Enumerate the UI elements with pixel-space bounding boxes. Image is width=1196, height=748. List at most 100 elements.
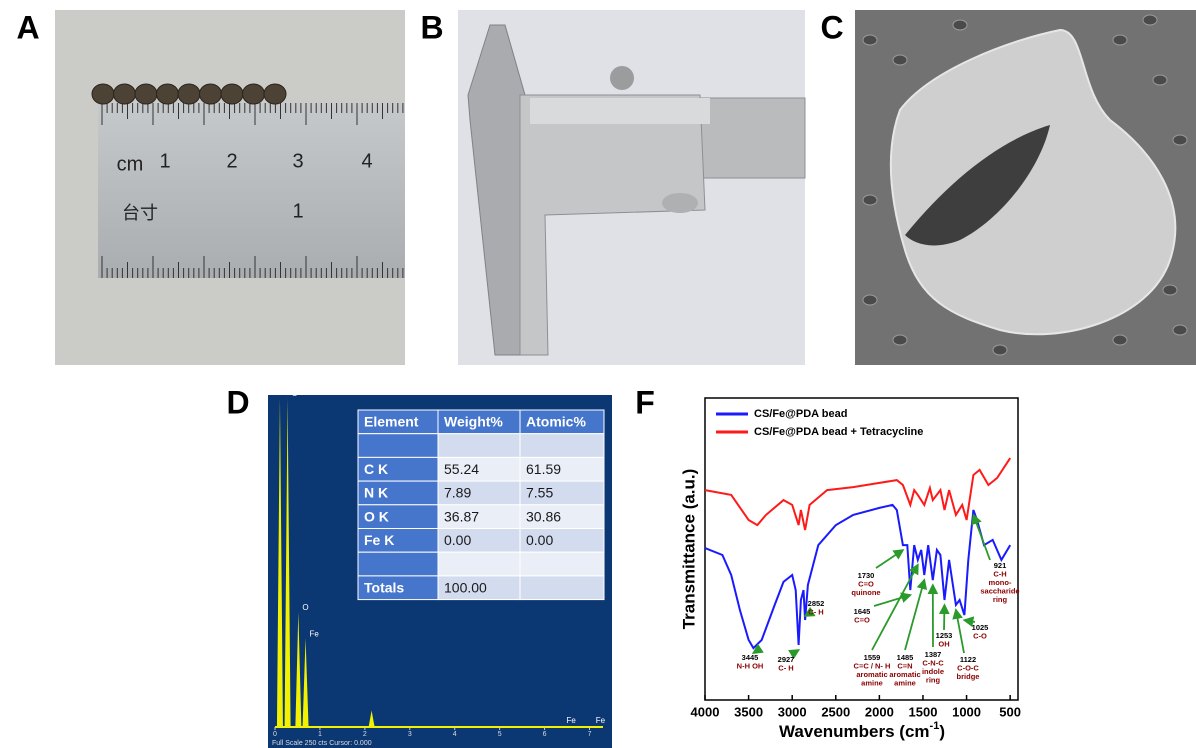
peak [368, 710, 375, 727]
ruler-label: 4 [361, 150, 372, 172]
x-tick-label: 0 [273, 731, 277, 738]
pore [1112, 34, 1128, 46]
annotation-text: C=O [858, 579, 874, 588]
pore [1172, 324, 1188, 336]
annotation-text: bridge [957, 672, 980, 681]
peak-label: Fe [567, 716, 577, 725]
annotation-text: C- H [808, 607, 823, 616]
annotation-number: 1730 [858, 571, 875, 580]
annotation-arrow [803, 606, 816, 617]
x-tick-label: 6 [543, 731, 547, 738]
annotation-text: amine [861, 678, 883, 687]
annotation-arrow [871, 563, 919, 651]
x-tick-label: 4 [453, 731, 457, 738]
x-tick-label: 500 [999, 704, 1021, 719]
annotation-arrow [751, 643, 764, 655]
photo-a: cm 1 2 3 4 台寸 1 [55, 10, 405, 365]
table-cell [519, 551, 605, 577]
panel-label: A [16, 9, 39, 45]
table-cell [437, 551, 521, 577]
bead [113, 83, 136, 105]
x-axis-title-part: ) [939, 722, 945, 741]
annotation-arrow [971, 513, 991, 561]
pore [952, 19, 968, 31]
table-text: 0.00 [526, 532, 553, 548]
beads [91, 83, 287, 105]
annotation-arrow [904, 578, 928, 651]
legend-label: CS/Fe@PDA bead + Tetracycline [754, 426, 923, 438]
table-cell [437, 433, 521, 458]
peak [302, 638, 309, 727]
annotation-text: C=C / N- H [854, 661, 891, 670]
table-cell [519, 575, 605, 601]
bead [134, 83, 158, 105]
annotation-text: quinone [851, 588, 880, 597]
ruler-label: 台寸 [122, 203, 158, 223]
table-text: 7.55 [526, 485, 553, 501]
annotation-text: C- H [778, 663, 793, 672]
annotation-text: indole [922, 667, 944, 676]
annotation-text: ring [993, 595, 1008, 604]
table-text: Atomic% [526, 414, 586, 430]
peak [276, 398, 283, 727]
ruler-label: 1 [159, 150, 170, 172]
table-text: Fe K [364, 532, 394, 548]
table-text: 0.00 [444, 532, 471, 548]
annotation-number: 2852 [808, 599, 825, 608]
annotation-text: C-O-C [957, 663, 979, 672]
peak [295, 611, 302, 727]
table-text: Weight% [444, 414, 503, 430]
caliper-jaw [467, 24, 531, 356]
peak-label: Fe [310, 629, 320, 638]
x-tick-label: 1500 [909, 704, 938, 719]
ruler-ticks [101, 103, 404, 278]
x-axis-title: Wavenumbers (cm-1) [779, 720, 945, 742]
bead [91, 83, 115, 105]
x-tick-label: 2000 [865, 704, 894, 719]
bead [199, 83, 222, 105]
shell-opening [905, 125, 1050, 246]
pore [862, 34, 878, 46]
annotation-arrow [788, 649, 801, 660]
x-tick-label: 5 [498, 731, 502, 738]
annotation-number: 1253 [936, 631, 953, 640]
x-tick-label: 3000 [778, 704, 807, 719]
pore [862, 294, 878, 306]
table-cell [357, 551, 439, 577]
pore [1142, 14, 1158, 26]
annotation-number: 1559 [864, 653, 881, 662]
annotation-text: C-H [993, 569, 1006, 578]
pore [1112, 334, 1128, 346]
ruler [98, 103, 405, 278]
table-text: O K [364, 508, 389, 524]
x-tick-label: 1000 [952, 704, 981, 719]
peak-label: O [302, 603, 308, 612]
annotation-text: C-O [973, 631, 987, 640]
table-text: 30.86 [526, 508, 561, 524]
panel-label: D [226, 384, 249, 420]
x-tick-label: 7 [588, 731, 592, 738]
annotation-number: 1485 [897, 653, 914, 662]
table-text: C K [364, 461, 388, 477]
annotation-text: OH [938, 639, 949, 648]
annotation-number: 1122 [960, 655, 976, 664]
eds-footer: Full Scale 250 cts Cursor: 0.000 [272, 740, 372, 747]
peak-label: C [292, 389, 298, 398]
caliper-screw [610, 66, 634, 90]
table-text: Totals [364, 579, 404, 595]
pore [892, 54, 908, 66]
ruler-label: 3 [292, 150, 303, 172]
ruler-label: 1 [292, 200, 303, 222]
pore [892, 334, 908, 346]
table-text: 36.87 [444, 508, 479, 524]
x-tick-label: 4000 [691, 704, 720, 719]
annotation-text: C=N [897, 661, 912, 670]
bead [242, 83, 265, 105]
panel-label: C [820, 9, 843, 45]
annotation-arrow [873, 592, 913, 607]
annotation-text: aromatic [889, 670, 920, 679]
x-axis-title-part: Wavenumbers (cm [779, 722, 930, 741]
annotation-arrow [938, 603, 950, 631]
ruler-label: cm [117, 153, 144, 175]
